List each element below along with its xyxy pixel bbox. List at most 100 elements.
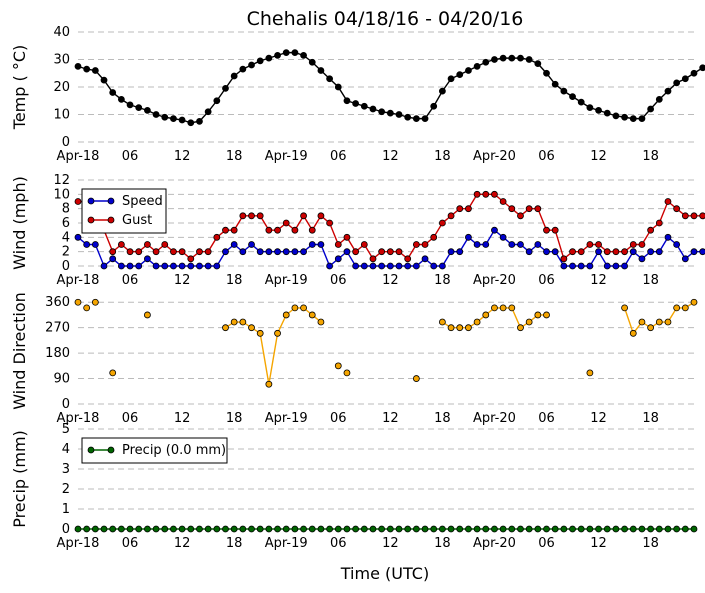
data-point: [308, 58, 316, 66]
data-point: [239, 318, 247, 326]
data-point: [308, 525, 316, 533]
data-point: [673, 205, 681, 213]
data-point: [213, 233, 221, 241]
data-point: [621, 113, 628, 121]
y-axis-label: Wind Direction: [10, 292, 29, 410]
data-point: [699, 248, 705, 256]
data-point: [282, 219, 290, 227]
data-point: [465, 205, 472, 213]
data-point: [482, 58, 490, 66]
data-point: [91, 67, 99, 74]
data-point: [74, 233, 82, 241]
series-speed: [74, 226, 705, 270]
data-point: [595, 106, 602, 114]
x-tick-label: 12: [382, 273, 399, 288]
legend-label: Gust: [122, 213, 152, 228]
y-tick-label: 0: [62, 522, 70, 537]
data-point: [551, 248, 559, 256]
data-point: [83, 304, 91, 312]
data-point: [343, 97, 351, 105]
data-point: [144, 525, 151, 533]
data-point: [681, 212, 689, 220]
data-point: [352, 525, 360, 533]
data-point: [291, 226, 299, 234]
data-point: [187, 255, 195, 263]
data-point: [395, 525, 403, 533]
data-point: [603, 262, 611, 270]
data-point: [239, 248, 247, 256]
data-point: [360, 241, 368, 248]
x-tick-label: Apr-20: [473, 273, 516, 288]
x-tick-label: 06: [538, 411, 555, 426]
data-point: [543, 248, 550, 256]
data-point: [491, 190, 498, 198]
data-point: [343, 369, 351, 377]
data-point: [404, 262, 412, 270]
data-point: [473, 241, 481, 248]
y-tick-label: 2: [62, 245, 70, 260]
data-point: [465, 233, 472, 241]
legend-box: [81, 188, 167, 234]
data-point: [83, 241, 91, 248]
data-point: [482, 241, 490, 248]
data-point: [499, 525, 507, 533]
data-point: [274, 525, 281, 533]
data-point: [621, 248, 628, 256]
data-point: [395, 111, 403, 118]
data-point: [135, 525, 143, 533]
data-point: [196, 525, 203, 533]
data-point: [91, 241, 99, 248]
data-point: [404, 113, 412, 121]
data-point: [170, 115, 177, 123]
data-point: [681, 255, 689, 263]
data-point: [117, 262, 125, 270]
data-point: [265, 380, 273, 388]
x-tick-label: Apr-20: [473, 149, 516, 164]
data-point: [326, 525, 334, 533]
x-tick-label: 12: [174, 149, 191, 164]
data-point: [629, 115, 637, 123]
x-tick-label: 18: [226, 411, 243, 426]
data-point: [551, 525, 559, 533]
data-point: [109, 89, 117, 96]
data-point: [421, 255, 429, 263]
data-point: [612, 248, 620, 256]
y-tick-label: 4: [62, 230, 70, 245]
data-point: [525, 525, 533, 533]
data-point: [274, 329, 281, 337]
data-point: [135, 262, 143, 270]
data-point: [603, 525, 611, 533]
y-tick-label: 5: [62, 422, 70, 437]
data-point: [334, 83, 342, 91]
data-point: [291, 49, 299, 57]
data-point: [326, 75, 334, 83]
data-point: [447, 248, 455, 256]
data-point: [456, 71, 464, 79]
data-point: [204, 525, 212, 533]
data-point: [308, 226, 316, 234]
data-point: [317, 212, 325, 220]
data-point: [412, 525, 420, 533]
data-point: [161, 525, 169, 533]
data-point: [213, 262, 221, 270]
data-point: [369, 255, 377, 263]
data-point: [638, 318, 646, 326]
data-point: [569, 262, 576, 270]
data-point: [161, 113, 169, 121]
y-tick-label: 360: [45, 295, 70, 310]
data-point: [248, 212, 255, 220]
data-point: [256, 525, 264, 533]
data-point: [655, 219, 663, 227]
x-tick-label: 18: [642, 149, 659, 164]
data-point: [230, 525, 238, 533]
data-point: [534, 311, 542, 319]
data-point: [117, 241, 125, 248]
series-dir: [74, 298, 698, 388]
data-point: [256, 248, 264, 256]
data-point: [230, 72, 238, 80]
data-point: [638, 525, 646, 533]
data-point: [629, 248, 637, 256]
y-tick-label: 180: [45, 346, 70, 361]
